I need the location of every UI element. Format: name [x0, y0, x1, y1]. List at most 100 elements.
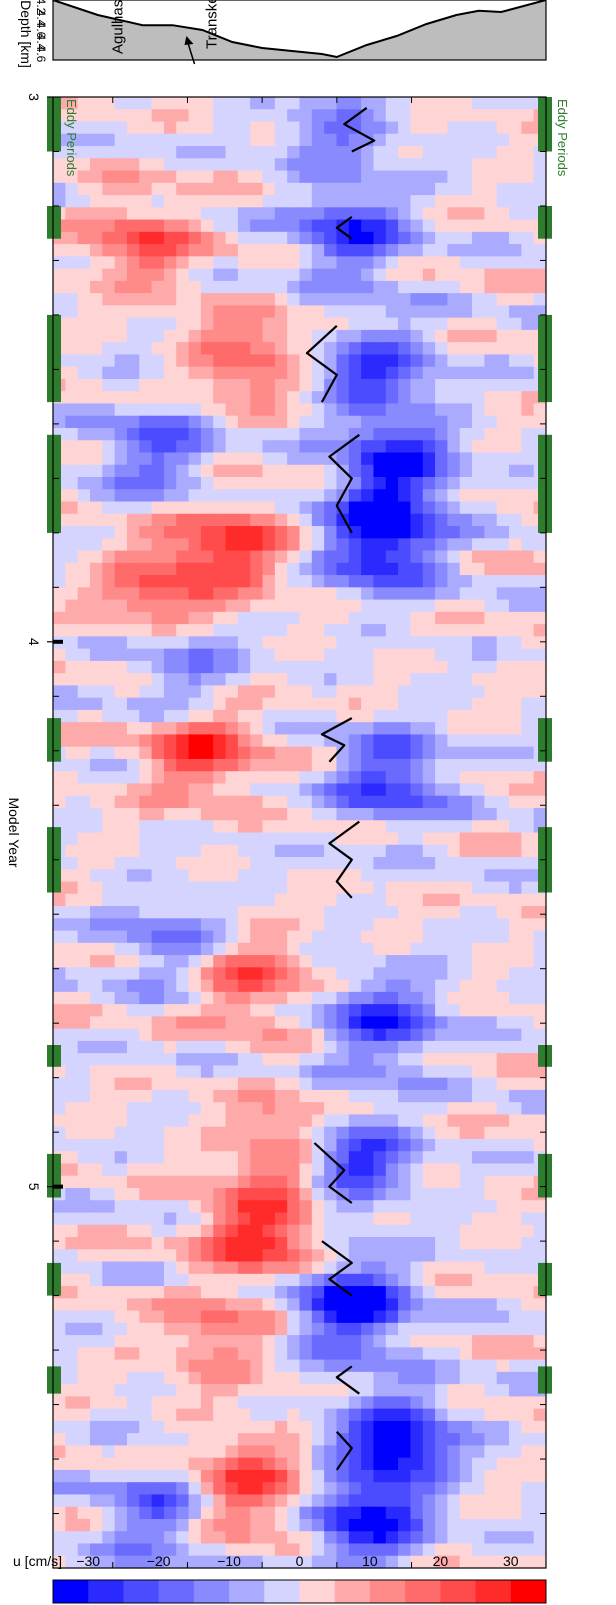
heatmap-cell [77, 489, 90, 503]
heatmap-cell [496, 734, 510, 748]
heatmap-cell [101, 1040, 115, 1054]
heatmap-cell [286, 575, 300, 588]
heatmap-cell [89, 97, 103, 110]
heatmap-cell [459, 1004, 473, 1017]
heatmap-cell [114, 1457, 127, 1471]
heatmap-cell [446, 1249, 460, 1263]
heatmap-cell [446, 1433, 460, 1447]
heatmap-cell [249, 893, 263, 907]
heatmap-cell [520, 942, 534, 956]
heatmap-cell [311, 293, 325, 306]
heatmap-cell [446, 1347, 460, 1361]
heatmap-cell [138, 1310, 152, 1324]
heatmap-cell [372, 893, 386, 907]
heatmap-cell [114, 391, 127, 405]
heatmap-cell [64, 133, 78, 147]
heatmap-cell [249, 1286, 263, 1299]
heatmap-cell [286, 403, 300, 417]
heatmap-cell [508, 575, 522, 588]
heatmap-cell [323, 477, 337, 490]
heatmap-cell [175, 1089, 189, 1103]
heatmap-cell [323, 489, 337, 503]
heatmap-cell [274, 550, 288, 564]
heatmap-cell [126, 1028, 140, 1042]
heatmap-cell [52, 1494, 66, 1508]
heatmap-cell [422, 1298, 436, 1312]
heatmap-cell [298, 1298, 312, 1312]
heatmap-cell [126, 758, 140, 772]
heatmap-cell [372, 1053, 386, 1067]
heatmap-cell [200, 1420, 214, 1434]
heatmap-cell [409, 550, 423, 564]
heatmap-cell [422, 1506, 436, 1520]
heatmap-cell [52, 244, 66, 257]
heatmap-cell [77, 538, 90, 552]
heatmap-cell [496, 244, 510, 257]
heatmap-cell [249, 182, 263, 196]
heatmap-cell [274, 1359, 288, 1373]
heatmap-cell [459, 857, 473, 870]
heatmap-cell [274, 979, 288, 993]
heatmap-cell [187, 1445, 201, 1459]
heatmap-cell [508, 918, 522, 932]
heatmap-cell [64, 280, 78, 294]
heatmap-cell [77, 722, 90, 736]
heatmap-cell [496, 1004, 510, 1017]
heatmap-cell [261, 464, 275, 478]
heatmap-cell [249, 477, 263, 490]
heatmap-cell [274, 133, 288, 147]
heatmap-cell [151, 1408, 164, 1422]
heatmap-cell [261, 807, 275, 821]
heatmap-cell [311, 1555, 325, 1569]
heatmap-cell [274, 293, 288, 306]
heatmap-cell [323, 1457, 337, 1471]
heatmap-cell [114, 342, 127, 356]
heatmap-cell [212, 820, 226, 834]
heatmap-cell [459, 869, 473, 883]
heatmap-cell [335, 1322, 349, 1336]
heatmap-cell [335, 378, 349, 392]
heatmap-cell [360, 195, 374, 208]
heatmap-cell [496, 1396, 510, 1410]
heatmap-cell [348, 734, 362, 748]
heatmap-cell [385, 734, 399, 748]
heatmap-cell [77, 1371, 90, 1385]
heatmap-cell [114, 942, 127, 956]
heatmap-cell [175, 795, 189, 809]
heatmap-cell [348, 489, 362, 503]
heatmap-cell [496, 1237, 510, 1250]
heatmap-cell [496, 587, 510, 601]
heatmap-cell [348, 244, 362, 257]
heatmap-cell [187, 1433, 201, 1447]
heatmap-cell [409, 329, 423, 343]
heatmap-cell [459, 1396, 473, 1410]
heatmap-cell [471, 1237, 485, 1250]
heatmap-cell [434, 1384, 448, 1397]
heatmap-cell [237, 758, 251, 772]
heatmap-cell [409, 1151, 423, 1165]
heatmap-cell [397, 256, 411, 270]
heatmap-cell [175, 329, 189, 343]
heatmap-cell [261, 893, 275, 907]
heatmap-cell [483, 624, 497, 637]
colorbar-tick-label: 0 [296, 1553, 304, 1569]
heatmap-cell [335, 1273, 349, 1287]
heatmap-cell [434, 734, 448, 748]
heatmap-cell [89, 746, 103, 760]
heatmap-cell [175, 195, 189, 208]
heatmap-cell [101, 550, 115, 564]
heatmap-cell [237, 1396, 251, 1410]
heatmap-cell [175, 305, 189, 319]
heatmap-cell [483, 231, 497, 245]
heatmap-cell [496, 121, 510, 135]
heatmap-cell [249, 513, 263, 527]
heatmap-cell [483, 771, 497, 785]
heatmap-cell [335, 955, 349, 968]
heatmap-cell [483, 526, 497, 539]
heatmap-cell [298, 575, 312, 588]
heatmap-cell [311, 501, 325, 515]
heatmap-cell [249, 906, 263, 919]
heatmap-cell [114, 513, 127, 527]
heatmap-cell [126, 648, 140, 662]
heatmap-cell [348, 1138, 362, 1152]
